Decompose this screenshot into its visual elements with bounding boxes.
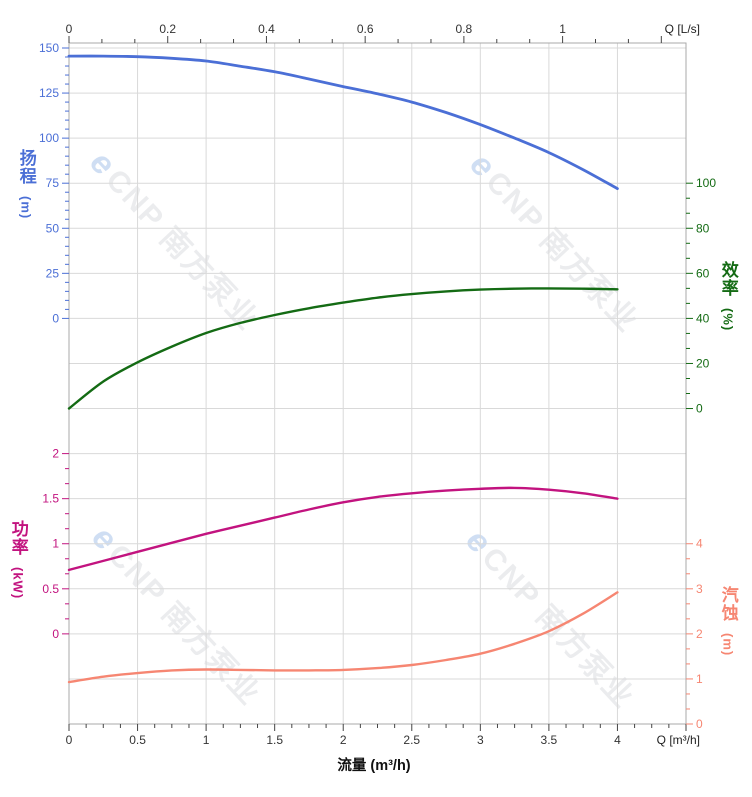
- svg-text:75: 75: [46, 176, 60, 190]
- svg-text:125: 125: [39, 86, 59, 100]
- svg-text:0: 0: [66, 22, 73, 36]
- efficiency-axis-ticks: [686, 182, 693, 410]
- svg-text:100: 100: [39, 131, 59, 145]
- svg-text:25: 25: [46, 266, 60, 280]
- head-curve: [67, 54, 619, 190]
- efficiency-axis-unit: (%): [720, 308, 736, 332]
- flow-axis-title: 流量 (m³/h): [337, 758, 411, 774]
- svg-text:0.5: 0.5: [42, 582, 59, 596]
- power-axis-title: 功率 (kW): [8, 520, 28, 600]
- svg-text:0.8: 0.8: [456, 22, 473, 36]
- svg-text:0: 0: [66, 733, 73, 747]
- head-axis-ticks: [62, 47, 69, 319]
- svg-text:1: 1: [52, 537, 59, 551]
- power-axis-labels: 2 1.5 1 0.5 0: [42, 447, 59, 641]
- top-axis-ticks: [68, 36, 662, 43]
- svg-text:3: 3: [477, 733, 484, 747]
- svg-text:0.6: 0.6: [357, 22, 374, 36]
- svg-text:1.5: 1.5: [266, 733, 283, 747]
- svg-text:100: 100: [696, 176, 716, 190]
- head-axis-title: 扬程 (m): [16, 149, 36, 220]
- svg-text:50: 50: [46, 221, 60, 235]
- svg-text:150: 150: [39, 41, 59, 55]
- bottom-axis-unit-label: Q [m³/h]: [657, 733, 700, 747]
- plot-border: [68, 42, 687, 725]
- npsh-axis-title-text: 汽蚀: [718, 586, 738, 622]
- svg-text:2: 2: [696, 627, 703, 641]
- bottom-axis-labels: 0 0.5 1 1.5 2 2.5 3 3.5 4: [66, 733, 621, 747]
- svg-text:3.5: 3.5: [541, 733, 558, 747]
- svg-text:1: 1: [559, 22, 566, 36]
- efficiency-axis-title-text: 效率: [718, 261, 738, 297]
- bottom-axis-ticks: [68, 724, 687, 731]
- svg-text:1.5: 1.5: [42, 492, 59, 506]
- svg-text:80: 80: [696, 221, 710, 235]
- head-axis-labels: 150 125 100 75 50 25 0: [39, 41, 59, 325]
- svg-text:60: 60: [696, 266, 710, 280]
- svg-text:3: 3: [696, 582, 703, 596]
- svg-text:1: 1: [203, 733, 210, 747]
- svg-text:0: 0: [696, 402, 703, 416]
- power-axis-unit: (kW): [10, 567, 26, 600]
- efficiency-axis-title: 效率 (%): [718, 261, 738, 332]
- svg-text:2.5: 2.5: [403, 733, 420, 747]
- top-axis-labels: 0 0.2 0.4 0.6 0.8 1: [66, 22, 567, 36]
- npsh-axis-ticks: [686, 543, 693, 725]
- svg-text:0: 0: [52, 311, 59, 325]
- svg-text:1: 1: [696, 672, 703, 686]
- svg-text:2: 2: [52, 447, 59, 461]
- svg-text:4: 4: [614, 733, 621, 747]
- efficiency-curve: [67, 287, 619, 410]
- power-axis-title-text: 功率: [8, 520, 28, 556]
- head-axis-title-text: 扬程: [16, 149, 36, 185]
- head-axis-unit: (m): [18, 196, 34, 220]
- efficiency-axis-labels: 100 80 60 40 20 0: [696, 176, 716, 415]
- svg-text:2: 2: [340, 733, 347, 747]
- svg-text:0.5: 0.5: [129, 733, 146, 747]
- svg-text:0.2: 0.2: [159, 22, 176, 36]
- npsh-axis-labels: 4 3 2 1 0: [696, 537, 703, 731]
- svg-text:20: 20: [696, 356, 710, 370]
- svg-text:0: 0: [52, 627, 59, 641]
- gridlines: [69, 43, 686, 724]
- npsh-curve: [67, 591, 619, 684]
- npsh-axis-title: 汽蚀 (m): [718, 586, 738, 657]
- svg-text:0: 0: [696, 717, 703, 731]
- power-axis-ticks: [62, 453, 69, 635]
- power-curve: [67, 486, 619, 572]
- npsh-axis-unit: (m): [720, 633, 736, 657]
- svg-text:4: 4: [696, 537, 703, 551]
- svg-text:40: 40: [696, 311, 710, 325]
- svg-text:0.4: 0.4: [258, 22, 275, 36]
- top-axis-unit-label: Q [L/s]: [665, 22, 700, 36]
